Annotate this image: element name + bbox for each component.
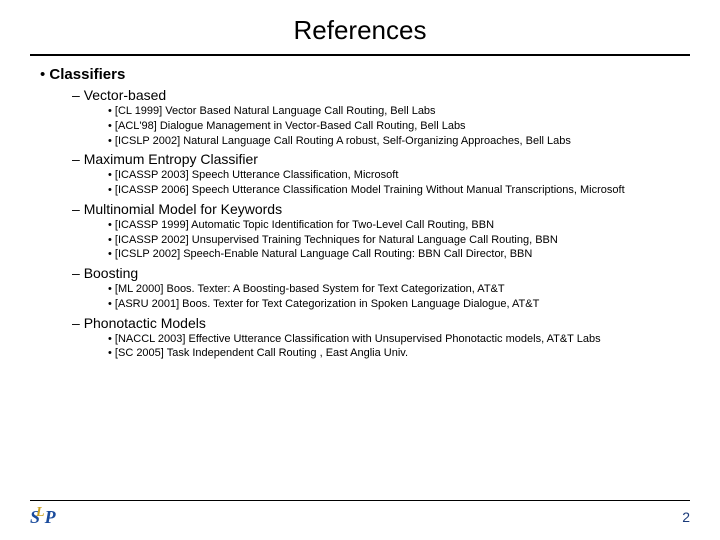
reference-item: [CL 1999] Vector Based Natural Language … (108, 105, 690, 119)
reference-item: [ICASSP 2003] Speech Utterance Classific… (108, 169, 690, 183)
reference-item: [ASRU 2001] Boos. Texter for Text Catego… (108, 298, 690, 312)
reference-item: [ICSLP 2002] Speech-Enable Natural Langu… (108, 248, 690, 262)
page-title: References (30, 15, 690, 46)
reference-item: [NACCL 2003] Effective Utterance Classif… (108, 333, 690, 347)
reference-item: [ML 2000] Boos. Texter: A Boosting-based… (108, 283, 690, 297)
subsection-heading: Maximum Entropy Classifier (72, 151, 690, 167)
reference-item: [ICASSP 2002] Unsupervised Training Tech… (108, 234, 690, 248)
subsection-heading: Multinomial Model for Keywords (72, 201, 690, 217)
reference-item: [SC 2005] Task Independent Call Routing … (108, 347, 690, 361)
subsection-heading: Phonotactic Models (72, 315, 690, 331)
reference-item: [ICSLP 2002] Natural Language Call Routi… (108, 135, 690, 149)
logo: SLP (30, 505, 56, 528)
slide-footer: SLP 2 (30, 492, 690, 528)
footer-divider (30, 500, 690, 501)
subsection-heading: Boosting (72, 265, 690, 281)
subsection-heading: Vector-based (72, 87, 690, 103)
title-divider (30, 54, 690, 56)
page-number: 2 (682, 509, 690, 525)
reference-item: [ICASSP 1999] Automatic Topic Identifica… (108, 219, 690, 233)
reference-item: [ACL'98] Dialogue Management in Vector-B… (108, 120, 690, 134)
section-classifiers: Classifiers (40, 66, 690, 83)
reference-item: [ICASSP 2006] Speech Utterance Classific… (108, 184, 690, 198)
